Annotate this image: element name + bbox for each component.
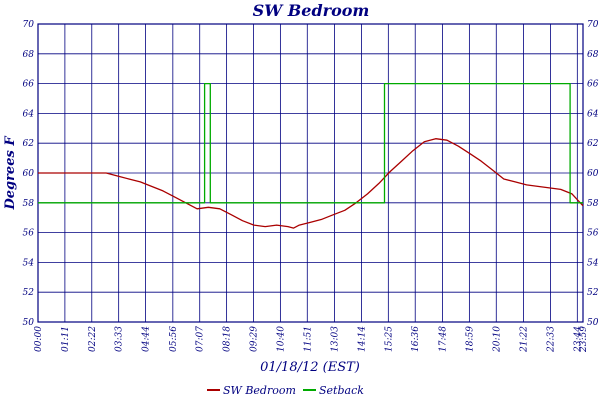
x-tick-label: 10:40 — [276, 326, 286, 352]
x-tick-label: 04:44 — [142, 326, 152, 352]
y-tick-label: 70 — [23, 20, 35, 30]
y-tick-label-right: 52 — [587, 288, 599, 298]
x-tick-label: 13:03 — [331, 326, 341, 352]
y-tick-label-right: 54 — [587, 258, 599, 268]
x-tick-label: 02:22 — [88, 326, 98, 352]
y-axis-label: Degrees F — [3, 136, 18, 211]
y-tick-label-right: 66 — [587, 80, 599, 90]
chart-title: SW Bedroom — [253, 1, 370, 20]
y-tick-label-right: 58 — [587, 199, 599, 209]
x-tick-label: 16:36 — [411, 326, 421, 352]
y-tick-label-right: 56 — [587, 229, 599, 239]
y-tick-label-right: 50 — [587, 318, 599, 328]
x-tick-label: 21:22 — [520, 326, 530, 353]
legend: SW Bedroom Setback — [207, 384, 364, 397]
x-axis-label: 01/18/12 (EST) — [260, 360, 360, 375]
y-tick-label-right: 68 — [587, 50, 599, 60]
x-tick-label: 08:18 — [223, 326, 233, 352]
y-tick-label: 58 — [23, 199, 35, 209]
x-tick-label: 20:10 — [492, 326, 502, 353]
x-tick-label: 17:48 — [438, 326, 448, 352]
x-tick-label: 11:51 — [303, 326, 313, 352]
grid-lines — [37, 23, 584, 323]
x-tick-label: 15:25 — [384, 326, 394, 352]
y-tick-label: 50 — [23, 318, 35, 328]
y-tick-label: 68 — [23, 50, 35, 60]
legend-item-sw-bedroom: SW Bedroom — [223, 384, 296, 397]
x-tick-label: 14:14 — [357, 326, 367, 352]
series-line-setback — [38, 82, 583, 204]
legend-item-setback: Setback — [319, 384, 364, 397]
y-tick-label: 62 — [23, 139, 35, 149]
y-tick-label: 52 — [23, 288, 35, 298]
y-tick-label: 56 — [23, 229, 35, 239]
y-axis-right: 50 52 54 56 58 60 62 64 66 68 70 — [587, 20, 599, 328]
x-tick-label: 22:33 — [546, 326, 556, 353]
y-tick-label: 54 — [23, 258, 35, 268]
y-tick-label-right: 62 — [587, 139, 599, 149]
series-lines — [38, 82, 584, 229]
x-tick-label: 00:00 — [34, 326, 44, 352]
x-tick-label: 07:07 — [196, 326, 206, 352]
y-tick-label: 66 — [23, 80, 35, 90]
x-axis: 00:00 01:11 02:22 03:33 04:44 05:56 07:07 08:18… — [34, 326, 589, 353]
y-tick-label: 60 — [23, 169, 35, 179]
x-tick-label: 18:59 — [465, 326, 475, 352]
y-tick-label-right: 64 — [587, 109, 599, 119]
y-axis-left: 50 52 54 56 58 60 62 64 66 68 70 — [23, 20, 35, 328]
y-tick-label-right: 70 — [587, 20, 599, 30]
x-tick-label: 01:11 — [61, 326, 71, 352]
x-tick-label: 05:56 — [169, 326, 179, 352]
x-tick-label: 23:59 — [579, 326, 589, 353]
y-tick-label-right: 60 — [587, 169, 599, 179]
series-line-sw-bedroom — [38, 138, 584, 229]
x-tick-label: 03:33 — [115, 326, 125, 352]
x-tick-label: 09:29 — [250, 326, 260, 352]
y-tick-label: 64 — [23, 109, 35, 119]
x-tick-label: 23:44 — [573, 326, 583, 353]
